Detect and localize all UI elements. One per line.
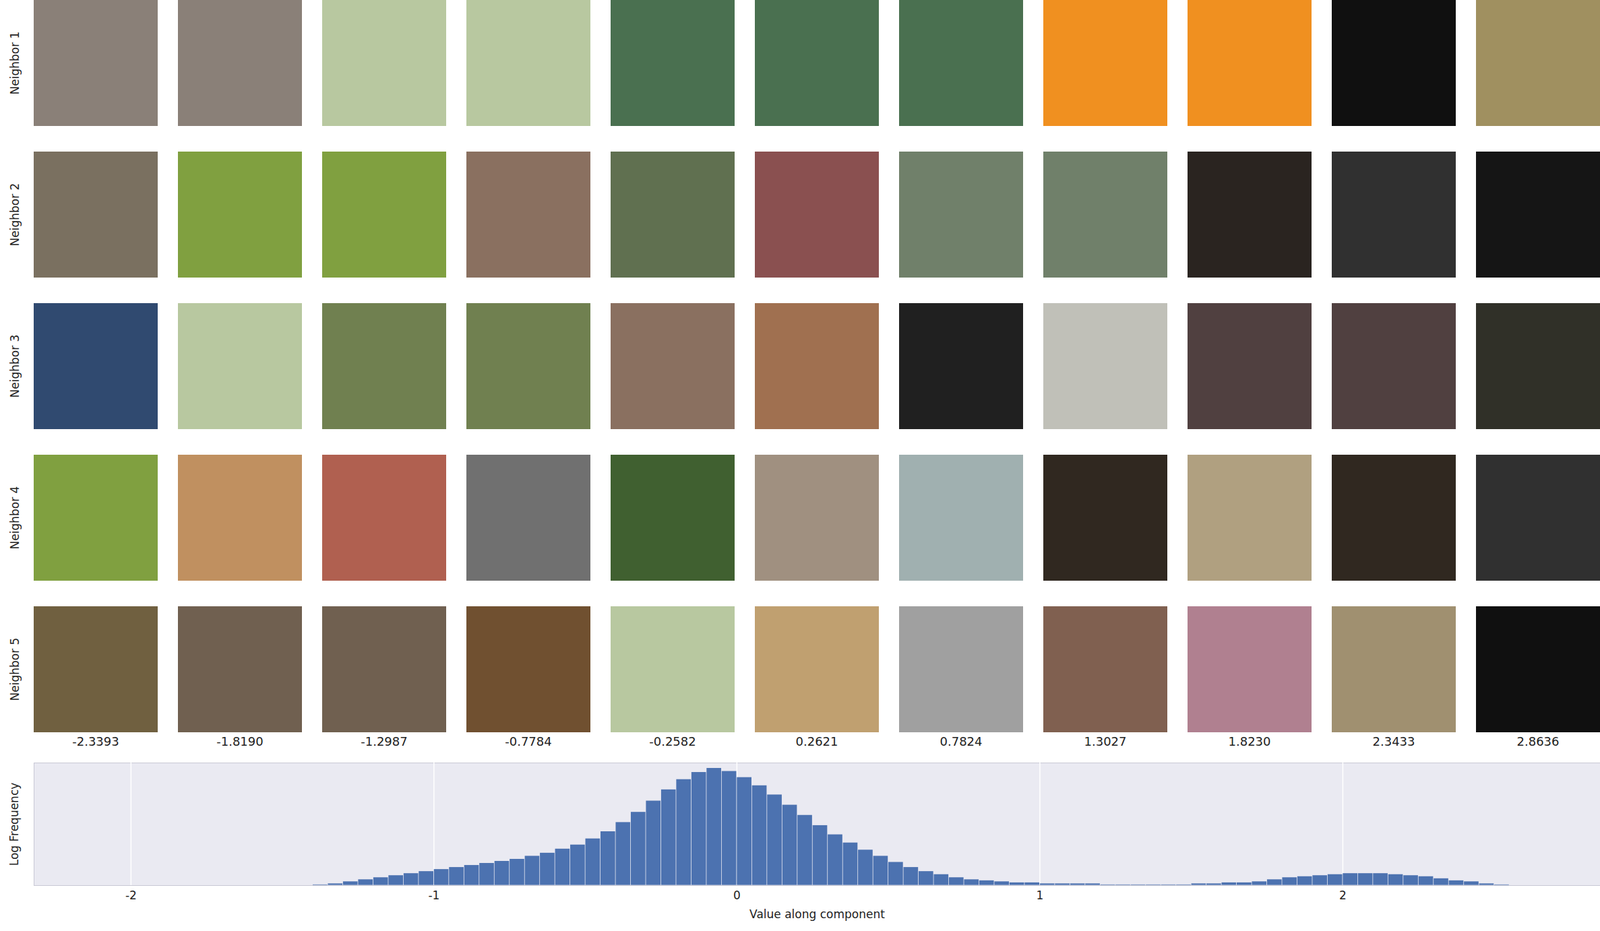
svg-text:0.7824: 0.7824: [940, 734, 983, 749]
svg-text:-0.7784: -0.7784: [504, 734, 552, 749]
svg-text:-0.2582: -0.2582: [649, 734, 696, 749]
svg-text:-2.3393: -2.3393: [72, 734, 119, 749]
svg-text:Neighbor 2: Neighbor 2: [8, 183, 22, 247]
svg-text:2.3433: 2.3433: [1372, 734, 1416, 749]
svg-text:-2: -2: [125, 888, 137, 903]
svg-text:0: 0: [733, 888, 741, 903]
svg-text:Neighbor 3: Neighbor 3: [8, 334, 22, 399]
svg-text:1: 1: [1035, 888, 1044, 903]
svg-text:Value along component: Value along component: [749, 907, 885, 922]
svg-text:Neighbor 5: Neighbor 5: [8, 638, 22, 702]
svg-text:1.8230: 1.8230: [1228, 734, 1272, 749]
svg-text:Neighbor 1: Neighbor 1: [8, 31, 22, 96]
svg-text:-1.8190: -1.8190: [216, 734, 263, 749]
svg-text:1.3027: 1.3027: [1084, 734, 1127, 749]
svg-text:Log Frequency: Log Frequency: [7, 783, 21, 867]
svg-text:2: 2: [1339, 888, 1347, 903]
svg-text:2.8636: 2.8636: [1517, 734, 1560, 749]
svg-text:Neighbor 4: Neighbor 4: [8, 486, 22, 550]
svg-text:-1: -1: [427, 888, 440, 903]
svg-text:-1.2987: -1.2987: [360, 734, 408, 749]
svg-text:0.2621: 0.2621: [795, 734, 839, 749]
